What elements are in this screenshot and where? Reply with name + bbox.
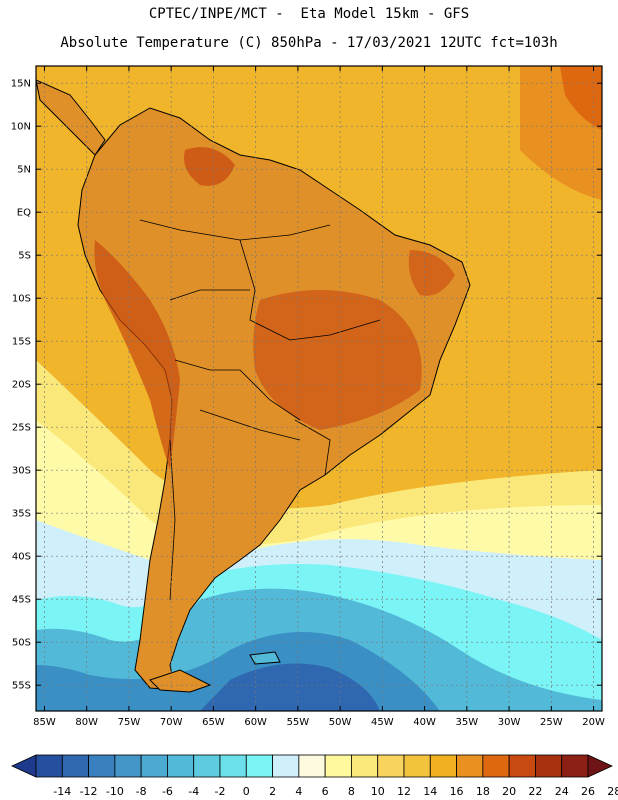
lon-tick-label: 55W: [287, 717, 310, 728]
latitude-axis: 15N 10N 5N EQ 5S 10S 15S 20S 25S 30S 35S 40S 45S 50S 5…: [11, 79, 602, 692]
colorbar-swatch: [298, 754, 326, 778]
map-frame: [35, 65, 603, 712]
lat-tick-label: EQ: [17, 208, 31, 219]
map-subtitle: Absolute Temperature (C) 850hPa - 17/03/…: [60, 35, 558, 51]
colorbar-swatch: [403, 754, 431, 778]
central-america-land: [36, 79, 106, 156]
colorbar-swatch: [482, 754, 510, 778]
colorbar-label: 6: [322, 785, 329, 798]
lat-tick-label: 10S: [12, 294, 31, 305]
lon-tick-label: 25W: [540, 717, 563, 728]
colorbar-swatch: [561, 754, 589, 778]
lon-tick-label: 20W: [582, 717, 605, 728]
hot-core-nebrazil: [408, 250, 455, 296]
lon-tick-label: 65W: [202, 717, 225, 728]
colorbar-label: 26: [581, 785, 595, 798]
colorbar-swatch: [219, 754, 247, 778]
lat-tick-label: 5S: [18, 251, 31, 262]
lat-tick-label: 40S: [12, 552, 31, 563]
colorbar-label: 14: [423, 785, 437, 798]
colorbar-label: 10: [371, 785, 385, 798]
lon-tick-label: 60W: [244, 717, 267, 728]
hot-core-andes: [94, 240, 180, 470]
lat-tick-label: 25S: [12, 423, 31, 434]
colorbar-label: -14: [53, 785, 71, 798]
colorbar-swatch: [377, 754, 405, 778]
colorbar-label: -2: [215, 785, 226, 798]
lat-tick-label: 50S: [12, 638, 31, 649]
lat-tick-label: 30S: [12, 466, 31, 477]
colorbar-swatch: [351, 754, 379, 778]
lon-tick-label: 85W: [33, 717, 56, 728]
colorbar-swatch: [508, 754, 536, 778]
lat-tick-label: 5N: [17, 165, 31, 176]
cool-band-m4: [200, 663, 380, 711]
colorbar-swatch: [272, 754, 300, 778]
colorbar-swatch: [140, 754, 168, 778]
colorbar-label: 12: [397, 785, 411, 798]
colorbar-swatch: [535, 754, 563, 778]
colorbar: -14 -12 -10 -8 -6 -4 -2 0 2 4 6 8 10 12 14 16 18 20 22 24 26…: [11, 754, 618, 798]
colorbar-label: 8: [348, 785, 355, 798]
lat-tick-label: 15S: [12, 337, 31, 348]
colorbar-label: -6: [162, 785, 173, 798]
colorbar-swatch: [456, 754, 484, 778]
lat-tick-label: 55S: [12, 681, 31, 692]
lat-tick-label: 20S: [12, 380, 31, 391]
lon-tick-label: 75W: [118, 717, 141, 728]
colorbar-swatch: [114, 754, 142, 778]
colorbar-label: 18: [476, 785, 490, 798]
colorbar-label: 28: [607, 785, 618, 798]
colorbar-label: -8: [136, 785, 147, 798]
colorbar-swatch: [88, 754, 116, 778]
lon-tick-label: 45W: [371, 717, 394, 728]
map-title: CPTEC/INPE/MCT - Eta Model 15km - GFS: [148, 6, 470, 22]
colorbar-label: -12: [80, 785, 98, 798]
falkland-islands: [249, 651, 281, 665]
colorbar-label: -4: [188, 785, 199, 798]
colorbar-swatch: [429, 754, 457, 778]
colorbar-label: 24: [555, 785, 569, 798]
colorbar-label: 20: [502, 785, 516, 798]
colorbar-label: 4: [295, 785, 302, 798]
colorbar-swatch: [167, 754, 195, 778]
lon-tick-label: 80W: [75, 717, 98, 728]
colorbar-max-arrow: [587, 754, 613, 778]
lat-tick-label: 35S: [12, 509, 31, 520]
tierra-del-fuego: [149, 669, 212, 693]
colorbar-swatch: [193, 754, 221, 778]
colorbar-label: 0: [243, 785, 250, 798]
lat-tick-label: 10N: [11, 122, 31, 133]
lon-tick-label: 40W: [413, 717, 436, 728]
country-borders: [139, 219, 381, 601]
lon-tick-label: 30W: [498, 717, 521, 728]
hot-core-brazil: [253, 290, 422, 430]
hot-core-north: [184, 147, 235, 186]
lat-tick-label: 45S: [12, 595, 31, 606]
warm-band-ne-core: [560, 66, 602, 130]
colorbar-swatch: [61, 754, 89, 778]
map-graticule: [36, 66, 602, 711]
lon-tick-label: 70W: [160, 717, 183, 728]
colorbar-swatch: [245, 754, 273, 778]
lat-tick-label: 15N: [11, 79, 31, 90]
colorbar-swatch: [35, 754, 63, 778]
lon-tick-label: 50W: [329, 717, 352, 728]
colorbar-min-arrow: [11, 754, 37, 778]
colorbar-label: 16: [450, 785, 464, 798]
colorbar-label: 22: [528, 785, 542, 798]
colorbar-swatch: [324, 754, 352, 778]
colorbar-label: 2: [269, 785, 276, 798]
longitude-axis: 85W 80W 75W 70W 65W 60W 55W 50W 45W 40W 35W 30W 25W 2…: [33, 66, 605, 728]
colorbar-label: -10: [106, 785, 124, 798]
lon-tick-label: 35W: [456, 717, 479, 728]
map-panel: [36, 66, 602, 711]
